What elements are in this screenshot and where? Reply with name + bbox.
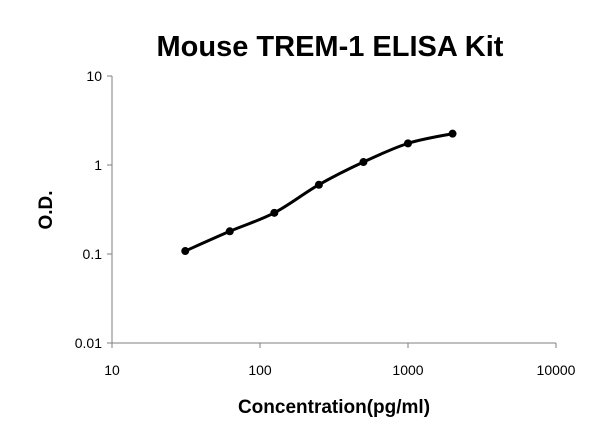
data-point xyxy=(359,158,368,167)
axes xyxy=(111,76,556,344)
y-axis-title: O.D. xyxy=(36,190,57,229)
y-tick-label: 0.01 xyxy=(75,335,102,351)
ticks xyxy=(107,75,557,348)
tick-labels: 0.01 0.1 1 10 10 100 1000 10000 xyxy=(75,68,576,378)
data-points xyxy=(181,129,457,256)
data-point xyxy=(448,129,457,138)
x-tick-label: 1000 xyxy=(392,362,423,378)
fit-curve xyxy=(184,132,453,253)
y-tick-label: 0.1 xyxy=(83,246,103,262)
chart-title: Mouse TREM-1 ELISA Kit xyxy=(157,31,504,63)
x-tick-label: 10 xyxy=(104,362,120,378)
data-point xyxy=(181,247,190,256)
y-tick-label: 10 xyxy=(86,68,102,84)
data-point xyxy=(270,208,279,217)
y-tick-label: 1 xyxy=(94,157,102,173)
x-tick-label: 100 xyxy=(248,362,272,378)
x-tick-label: 10000 xyxy=(537,362,576,378)
x-axis-title: Concentration(pg/ml) xyxy=(238,397,430,418)
data-point xyxy=(404,139,412,148)
data-point xyxy=(225,227,234,236)
data-point xyxy=(314,180,323,189)
